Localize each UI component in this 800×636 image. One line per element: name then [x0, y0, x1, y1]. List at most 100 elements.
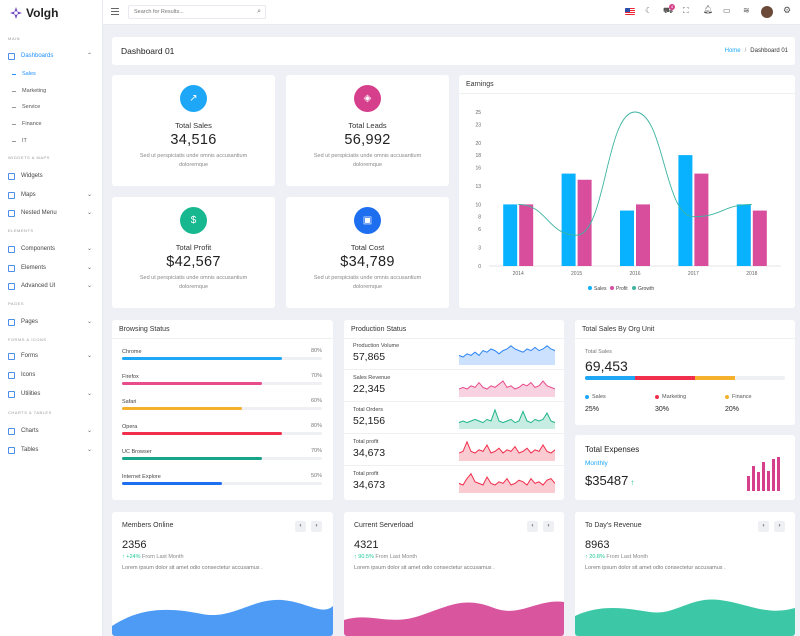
production-label: Total profit [353, 471, 379, 477]
prev-button[interactable]: ‹ [758, 521, 769, 532]
x-tick-label: 2018 [746, 271, 757, 277]
progress-track [122, 407, 322, 410]
sidebar-item-nested-menu[interactable]: Nested Menu ⌄ [8, 207, 96, 219]
next-button[interactable]: › [774, 521, 785, 532]
legend-dot [610, 286, 614, 290]
prev-button[interactable]: ‹ [527, 521, 538, 532]
chevron-down-icon: ⌄ [86, 283, 92, 289]
sidebar-item-widgets[interactable]: Widgets [8, 170, 96, 182]
browser-pct: 70% [310, 448, 322, 454]
progress-track [122, 457, 322, 460]
production-row: Total profit 34,673 [353, 470, 553, 491]
legend-label: Growth [638, 286, 654, 292]
section-label: PAGES [8, 301, 24, 306]
trending-up-icon: ↗ [180, 85, 207, 112]
legend-label: Sales [594, 286, 607, 292]
sidebar-item-components[interactable]: Components ⌄ [8, 243, 96, 255]
next-button[interactable]: › [311, 521, 322, 532]
browser-pct: 70% [310, 373, 322, 379]
arrow-up-icon: ↑ [630, 478, 635, 487]
stat-card-total-profit: $ Total Profit $42,567 Sed ut perspiciat… [112, 197, 275, 308]
sidebar-item-charts[interactable]: Charts ⌄ [8, 425, 96, 437]
bell-icon[interactable]: 🔔︎ [703, 5, 714, 14]
expense-bar [777, 457, 780, 491]
message-icon[interactable]: ▭ [723, 6, 731, 15]
sidebar: Volgh MAIN Dashboards ⌃ Sales Marketing … [0, 0, 103, 636]
browser-name: UC Browser [122, 449, 152, 455]
production-value: 52,156 [353, 415, 386, 427]
x-tick-label: 2017 [688, 271, 699, 277]
org-total: 69,453 [585, 358, 628, 374]
y-tick-label: 25 [475, 110, 481, 116]
moon-icon[interactable]: ☾ [645, 6, 653, 15]
sidebar-item-forms[interactable]: Forms ⌄ [8, 350, 96, 362]
revenue-card: To Day's Revenue ‹ › 8963 ↑ 20.8% From L… [575, 512, 795, 636]
org-subtitle: Total Sales [585, 349, 612, 355]
production-value: 22,345 [353, 383, 386, 395]
browser-row: Opera 80% [122, 423, 322, 435]
search-icon[interactable]: ⌕ [257, 8, 261, 15]
legend-dot [588, 286, 592, 290]
legend-dot [655, 395, 659, 399]
bar-sales [503, 204, 518, 266]
sliders-icon[interactable]: ≋ [743, 6, 750, 15]
arrow-up-icon: ↑ [122, 554, 127, 560]
app-name: Volgh [26, 6, 59, 20]
section-label: CHARTS & TABLES [8, 410, 52, 415]
logo[interactable]: Volgh [10, 6, 58, 20]
flag-icon[interactable] [625, 8, 635, 15]
prev-button[interactable]: ‹ [295, 521, 306, 532]
sidebar-item-dashboards[interactable]: Dashboards ⌃ [8, 50, 96, 62]
org-legend-pct: 25% [585, 406, 600, 413]
hamburger-icon[interactable] [111, 8, 119, 15]
x-tick-label: 2014 [513, 271, 524, 277]
sidebar-item-pages[interactable]: Pages ⌄ [8, 316, 96, 328]
settings-icon [8, 209, 15, 217]
sidebar-sub-marketing[interactable]: Marketing [12, 86, 46, 96]
fullscreen-icon[interactable]: ⛶ [683, 6, 689, 15]
sidebar-item-maps[interactable]: Maps ⌄ [8, 189, 96, 201]
browser-pct: 60% [310, 398, 322, 404]
page-title: Dashboard 01 [121, 46, 175, 56]
leads-icon: ◈ [354, 85, 381, 112]
breadcrumb-home[interactable]: Home [724, 48, 741, 54]
org-legend-item: Marketing [655, 394, 686, 400]
card-title: Current Serverload [354, 522, 414, 529]
sidebar-item-utilities[interactable]: Utilities ⌄ [8, 388, 96, 400]
browser-name: Opera [122, 424, 138, 430]
sidebar-item-advanced-ui[interactable]: Advanced UI ⌄ [8, 280, 96, 292]
section-label: FORMS & ICONS [8, 337, 47, 342]
sidebar-sub-finance[interactable]: Finance [12, 119, 42, 129]
sidebar-sub-sales[interactable]: Sales [12, 69, 36, 79]
chevron-down-icon: ⌄ [86, 319, 92, 325]
production-value: 34,673 [353, 479, 386, 491]
browser-row: Chrome 80% [122, 348, 322, 360]
browser-name: Firefox [122, 374, 139, 380]
icons-icon [8, 371, 15, 379]
sidebar-sub-it[interactable]: IT [12, 136, 27, 146]
sidebar-item-icons[interactable]: Icons [8, 369, 96, 381]
expense-bar [767, 470, 770, 491]
search-input[interactable] [129, 6, 247, 18]
cart-icon[interactable]: ⛟ [663, 6, 674, 15]
browsing-title: Browsing Status [119, 326, 170, 333]
production-row: Total Orders 52,156 [353, 406, 553, 427]
progress-track [122, 382, 322, 385]
area-wave [344, 601, 564, 636]
earnings-chart: 0 3 6 8 10 13 16 18 20 23 25 2014 2015 2016 2017 2018 Sa… [475, 110, 781, 292]
sidebar-item-tables[interactable]: Tables ⌄ [8, 444, 96, 456]
gear-icon[interactable]: ⚙ [783, 5, 792, 15]
briefcase-icon: ▣ [354, 207, 381, 234]
next-button[interactable]: › [543, 521, 554, 532]
browser-pct: 80% [310, 348, 322, 354]
bar-sales [678, 155, 693, 266]
browser-name: Safari [122, 399, 137, 405]
sidebar-sub-service[interactable]: Service [12, 102, 40, 112]
y-tick-label: 16 [475, 165, 481, 171]
logo-icon [10, 7, 22, 19]
card-value: 2356 [122, 539, 147, 551]
search-box: ⌕ [128, 5, 266, 19]
sidebar-item-elements[interactable]: Elements ⌄ [8, 262, 96, 274]
progress-track [122, 482, 322, 485]
avatar[interactable] [761, 6, 773, 18]
